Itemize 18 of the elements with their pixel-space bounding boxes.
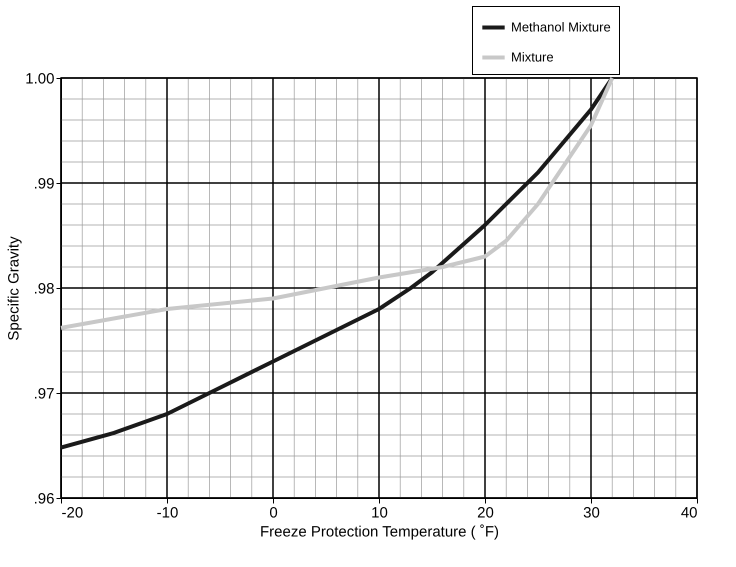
x-tick-label: -10 xyxy=(156,504,178,522)
y-tick-label: .96 xyxy=(34,490,54,508)
x-tick-label: 0 xyxy=(269,504,278,522)
y-tick-label: 1.00 xyxy=(25,70,54,88)
x-tick-label: 40 xyxy=(680,504,698,522)
y-axis-title: Specific Gravity xyxy=(5,236,22,341)
line-series xyxy=(59,76,614,450)
legend-label: Mixture xyxy=(511,50,554,64)
x-tick-label: -20 xyxy=(62,504,84,522)
y-tick-label: .99 xyxy=(34,176,54,192)
x-axis-title: Freeze Protection Temperature ( ˚F) xyxy=(260,524,499,540)
y-tick-label: .98 xyxy=(34,280,54,298)
y-tick-label: .97 xyxy=(34,386,54,402)
legend-label: Methanol Mixture xyxy=(511,20,611,34)
line-series xyxy=(59,76,614,330)
x-tick-label: 20 xyxy=(477,504,494,522)
x-tick-label: 10 xyxy=(371,504,388,522)
x-tick-label: 30 xyxy=(583,504,600,522)
